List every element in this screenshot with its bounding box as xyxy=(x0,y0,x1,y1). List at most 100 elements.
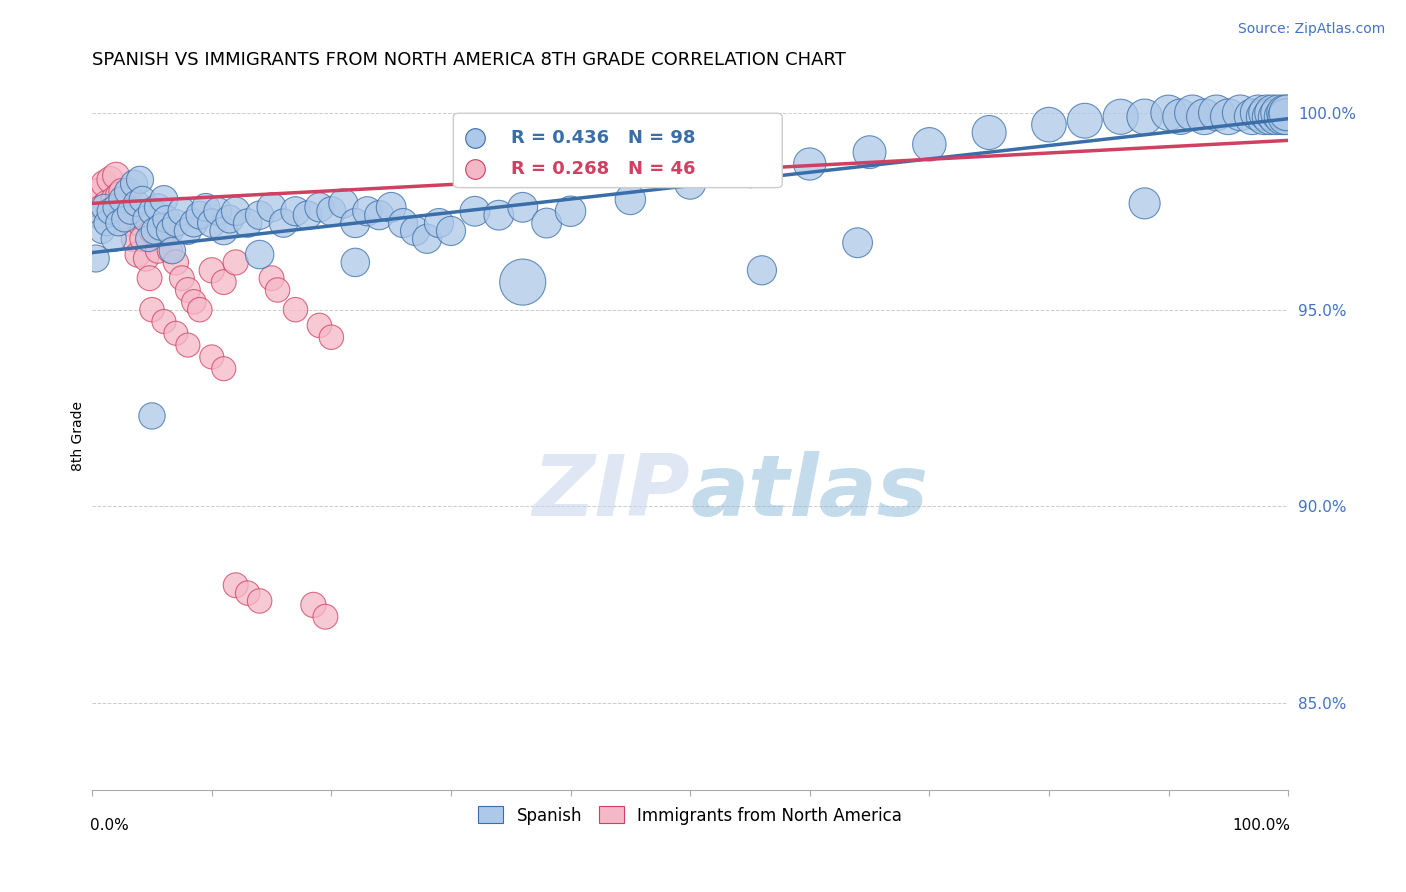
Point xyxy=(105,169,128,183)
Point xyxy=(131,232,153,246)
Point xyxy=(308,200,330,214)
Point xyxy=(201,216,224,230)
Point xyxy=(138,232,160,246)
Point xyxy=(1229,106,1251,120)
Point xyxy=(1241,110,1264,124)
Point xyxy=(207,204,229,219)
Point xyxy=(1261,106,1284,120)
Point xyxy=(464,204,486,219)
Point xyxy=(138,271,160,285)
Point xyxy=(1157,106,1180,120)
Point xyxy=(751,263,773,277)
Point xyxy=(284,302,307,317)
Point xyxy=(212,275,235,289)
Point xyxy=(344,216,367,230)
Point xyxy=(129,216,152,230)
Point xyxy=(96,216,118,230)
Point xyxy=(392,216,415,230)
Point xyxy=(356,204,378,219)
Point xyxy=(1258,110,1281,124)
Point xyxy=(177,283,200,297)
Point xyxy=(105,200,128,214)
Point xyxy=(1109,110,1132,124)
Point xyxy=(165,216,187,230)
Point xyxy=(512,275,534,289)
Point xyxy=(141,204,163,219)
Point xyxy=(127,247,149,261)
Text: R = 0.268   N = 46: R = 0.268 N = 46 xyxy=(510,160,695,178)
Text: atlas: atlas xyxy=(690,450,928,533)
Text: 100.0%: 100.0% xyxy=(1233,818,1291,833)
Point xyxy=(188,302,211,317)
Point xyxy=(98,173,121,187)
Point xyxy=(183,294,205,309)
Point xyxy=(266,283,288,297)
Point xyxy=(170,271,193,285)
Point xyxy=(122,232,145,246)
Point xyxy=(308,318,330,333)
Point xyxy=(146,200,169,214)
Point xyxy=(464,421,486,435)
Point xyxy=(344,255,367,269)
Point xyxy=(284,204,307,219)
Point xyxy=(225,255,247,269)
Text: Source: ZipAtlas.com: Source: ZipAtlas.com xyxy=(1237,22,1385,37)
Point xyxy=(858,145,880,160)
Point xyxy=(117,185,139,199)
Point xyxy=(1256,106,1278,120)
Point xyxy=(141,409,163,423)
Point xyxy=(297,208,319,222)
Point xyxy=(218,212,240,227)
Point xyxy=(131,193,153,207)
Point xyxy=(177,224,200,238)
Point xyxy=(201,263,224,277)
Point xyxy=(107,216,129,230)
Point xyxy=(146,244,169,258)
Point xyxy=(225,578,247,592)
Point xyxy=(1265,110,1288,124)
Point xyxy=(194,200,217,214)
Point xyxy=(1247,106,1270,120)
Point xyxy=(738,165,761,179)
Point xyxy=(153,224,176,238)
Point xyxy=(117,200,139,214)
Point xyxy=(404,224,426,238)
Point xyxy=(111,185,134,199)
Point xyxy=(98,204,121,219)
Point xyxy=(679,177,702,191)
Point xyxy=(314,609,336,624)
Text: SPANISH VS IMMIGRANTS FROM NORTH AMERICA 8TH GRADE CORRELATION CHART: SPANISH VS IMMIGRANTS FROM NORTH AMERICA… xyxy=(93,51,846,69)
Point xyxy=(488,208,510,222)
Point xyxy=(162,244,184,258)
Point xyxy=(321,330,343,344)
Point xyxy=(512,200,534,214)
Point xyxy=(153,193,176,207)
Point xyxy=(159,244,181,258)
Point xyxy=(846,235,869,250)
Point xyxy=(1194,110,1216,124)
Point xyxy=(96,196,118,211)
Legend: Spanish, Immigrants from North America: Spanish, Immigrants from North America xyxy=(471,800,908,831)
Point xyxy=(332,196,354,211)
Point xyxy=(159,224,181,238)
Point xyxy=(1133,110,1156,124)
Point xyxy=(201,350,224,364)
Point xyxy=(93,177,115,191)
Point xyxy=(177,338,200,352)
Point xyxy=(212,224,235,238)
Point xyxy=(560,204,582,219)
Point xyxy=(149,219,172,234)
Point xyxy=(114,204,136,219)
Point xyxy=(1038,118,1060,132)
Point xyxy=(103,232,125,246)
Point xyxy=(120,204,142,219)
Point xyxy=(1275,106,1298,120)
Point xyxy=(464,590,486,604)
Point xyxy=(302,598,325,612)
Point xyxy=(1181,106,1204,120)
Point xyxy=(165,255,187,269)
Point xyxy=(440,224,463,238)
Point xyxy=(236,216,259,230)
Point xyxy=(93,200,115,214)
Point xyxy=(1274,106,1296,120)
